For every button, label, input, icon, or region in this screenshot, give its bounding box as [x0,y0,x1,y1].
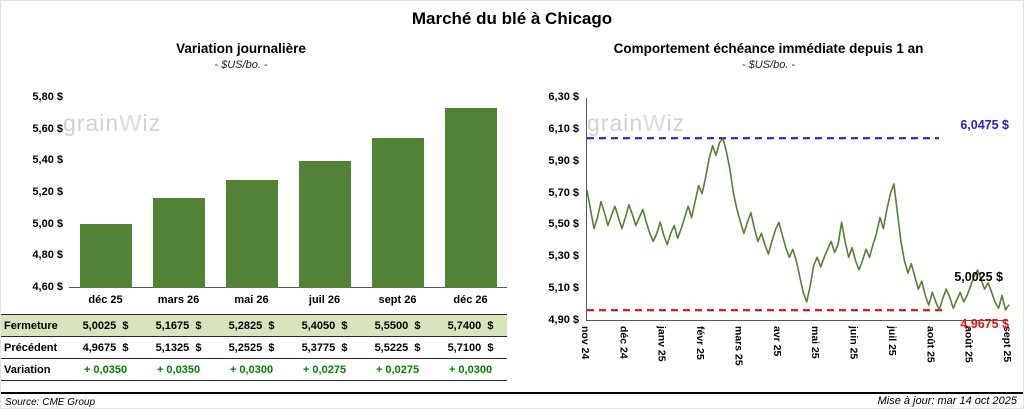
watermark-w-glyph: w [119,103,143,138]
bar [225,179,278,288]
line-chart-title: Comportement échéance immédiate depuis 1… [613,41,924,56]
line-y-tick-label: 5,70 $ [548,186,579,199]
line-y-tick-label: 6,10 $ [548,122,579,135]
line-y-tick-label: 5,50 $ [548,218,579,231]
line-x-tick-label: avr 25 [770,326,783,357]
bar-y-axis: 5,80 $ 5,60 $ 5,40 $ 5,20 $ 5,00 $ 4,80 $ 4,60… [1,1,63,408]
table-cell: 4,9675 $ [82,341,129,354]
line-chart-subtitle: - $US/bo. - [741,59,796,71]
page-title: Marché du blé à Chicago [411,9,613,28]
table-row-label: Précédent [4,341,58,354]
grainwiz-watermark-right: grainwiz [587,103,685,139]
update-note: Mise à jour: mar 14 oct 2025 [877,395,1017,407]
table-cell: 5,3775 $ [301,341,348,354]
last-value-label: 5,0025 $ [954,270,1003,284]
line-y-tick-label: 6,30 $ [548,91,579,103]
table-row: Précédent 4,9675 $ 5,1325 $ 5,2525 $ 5,3775 … [1,337,507,359]
line-y-axis: 6,30 $ 6,10 $ 5,90 $ 5,70 $ 5,50 $ 5,30 $ 5,10… [521,1,579,408]
line-x-tick-label: mars 25 [732,326,745,366]
line-x-tick-label: févr 25 [694,326,707,360]
line-y-tick-label: 5,10 $ [548,282,579,295]
table-row-label: Fermeture [4,319,58,332]
table-cell: 5,0025 $ [82,319,129,332]
table-cell: + 0,0300 [229,363,274,376]
bar-chart-subtitle: - $US/bo. - [214,59,268,71]
bar-category-label: sept 26 [378,294,417,306]
bar-category-label: juil 26 [308,294,341,306]
table-cell: 5,2525 $ [228,341,275,354]
watermark-text: grain [587,110,644,136]
table-cell: + 0,0350 [156,363,201,376]
table-row-label: Variation [4,363,51,376]
bar [371,137,424,288]
price-line-series [586,137,1010,311]
line-y-tick-label: 5,30 $ [548,250,579,263]
line-y-tick-label: 4,90 $ [548,314,579,326]
table-row: Fermeture 5,0025 $ 5,1675 $ 5,2825 $ 5,4050 … [1,315,507,337]
bar-y-tick-label: 5,80 $ [32,91,63,103]
bar [152,198,205,288]
table-cell: 5,7400 $ [447,319,494,332]
bar-chart-title: Variation journalière [176,41,306,56]
bar-category-label: mai 26 [234,294,269,306]
bar-y-tick-label: 5,40 $ [32,154,63,167]
bar-y-tick-label: 5,60 $ [32,122,63,135]
min-line-label: 4,9675 $ [960,317,1009,331]
bar-category-label: déc 26 [453,294,488,306]
table-row: Variation + 0,0350 + 0,0350 + 0,0300 + 0,027… [1,359,507,381]
bar-y-tick-label: 5,00 $ [32,217,63,230]
line-x-tick-label: sept 25 [1001,326,1013,363]
grainwiz-watermark-left: grainwiz [63,103,161,139]
line-x-tick-label: août 25 [924,326,937,363]
footer-divider [1,392,1023,394]
line-x-tick-label: juin 25 [847,326,860,360]
bar [79,224,132,288]
line-x-tick-label: août 25 [962,326,975,363]
table-cell: 5,1325 $ [155,341,202,354]
bar [444,107,497,288]
bar-category-label: mars 26 [157,294,200,306]
max-line-label: 6,0475 $ [960,118,1009,132]
line-x-tick-label: juil 25 [885,326,898,356]
table-cell: + 0,0275 [302,363,347,376]
table-cell: 5,4050 $ [301,319,348,332]
watermark-w-glyph: w [643,103,667,138]
line-x-tick-label: mai 25 [809,326,822,359]
line-x-tick-label: nov 24 [579,326,591,360]
table-cell: + 0,0350 [83,363,128,376]
table-cell: + 0,0275 [375,363,420,376]
bar-plot-area [69,98,507,288]
bar-y-tick-label: 4,80 $ [32,249,63,262]
line-x-tick-label: janv 25 [655,326,668,362]
watermark-text: grain [63,110,120,136]
line-x-tick-label: déc 24 [617,326,630,359]
table-cell: 5,5225 $ [374,341,421,354]
line-chart-svg [586,137,1010,312]
bar-y-tick-label: 4,60 $ [32,281,63,293]
futures-table: Fermeture 5,0025 $ 5,1675 $ 5,2825 $ 5,4050 … [1,314,507,381]
source-note: Source: CME Group [5,397,96,408]
table-cell: 5,7100 $ [447,341,494,354]
table-cell: 5,2825 $ [228,319,275,332]
bar-category-label: déc 25 [88,294,123,306]
watermark-text: iz [666,110,686,136]
table-cell: + 0,0300 [448,363,493,376]
line-plot-area [586,98,1010,321]
watermark-text: iz [142,110,162,136]
table-cell: 5,5500 $ [374,319,421,332]
bar [298,160,351,288]
bar-y-tick-label: 5,20 $ [32,186,63,198]
table-cell: 5,1675 $ [155,319,202,332]
line-y-tick-label: 5,90 $ [548,154,579,167]
